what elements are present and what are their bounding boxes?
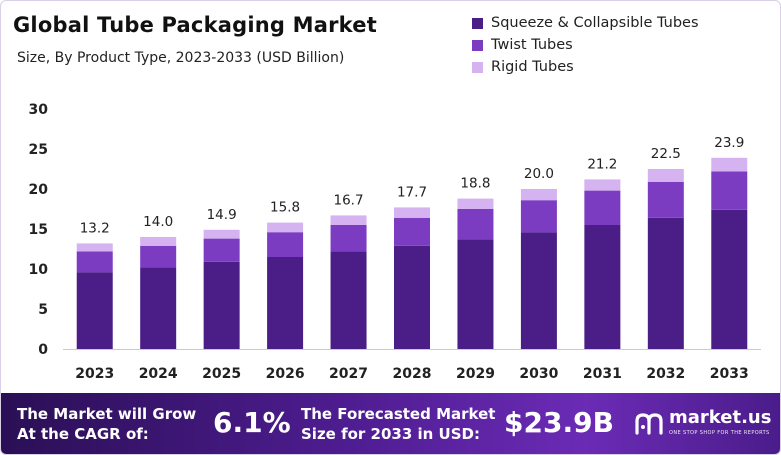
bar-segment-twist	[140, 245, 177, 268]
x-tick-label: 2033	[710, 366, 749, 382]
y-tick-label: 10	[29, 262, 49, 278]
legend-label-rigid: Rigid Tubes	[491, 59, 574, 75]
bar-total-label: 22.5	[651, 146, 681, 162]
chart-subtitle: Size, By Product Type, 2023-2033 (USD Bi…	[17, 50, 345, 66]
x-tick-label: 2026	[266, 366, 305, 382]
legend-item-twist: Twist Tubes	[472, 34, 699, 56]
bar-total-label: 15.8	[270, 200, 300, 216]
legend-swatch-twist	[472, 39, 483, 51]
y-tick-label: 20	[29, 182, 49, 198]
brand-name: market.us	[669, 407, 772, 428]
bar-segment-squeeze	[584, 225, 621, 349]
bar-total-label: 17.7	[397, 184, 427, 200]
bar-segment-squeeze	[203, 261, 240, 349]
bar-segment-twist	[203, 238, 240, 262]
bar-segment-squeeze	[76, 272, 113, 349]
bar-total-label: 20.0	[524, 166, 554, 182]
bar-segment-squeeze	[457, 239, 494, 349]
bar-segment-rigid	[457, 198, 494, 209]
bar-segment-squeeze	[520, 232, 557, 349]
legend-label-twist: Twist Tubes	[491, 37, 573, 53]
bar-segment-squeeze	[140, 267, 177, 349]
bar-total-label: 16.7	[334, 192, 364, 208]
y-tick-label: 30	[29, 102, 49, 118]
x-tick-label: 2032	[646, 366, 685, 382]
x-tick-label: 2031	[583, 366, 622, 382]
bar-total-label: 13.2	[80, 220, 110, 236]
y-tick-label: 25	[29, 142, 48, 158]
bar-segment-rigid	[520, 189, 557, 201]
x-tick-label: 2030	[519, 366, 558, 382]
bar-segment-rigid	[394, 207, 430, 218]
forecast-caption-line1: The Forecasted Market	[301, 405, 496, 423]
y-tick-label: 15	[29, 222, 48, 238]
bar-segment-twist	[584, 190, 621, 225]
legend-item-rigid: Rigid Tubes	[472, 56, 699, 78]
x-tick-label: 2025	[202, 366, 241, 382]
legend-swatch-rigid	[472, 61, 483, 73]
bar-total-label: 18.8	[460, 176, 490, 192]
bar-segment-twist	[330, 225, 367, 252]
brand-tagline: ONE STOP SHOP FOR THE REPORTS	[669, 430, 770, 436]
cagr-caption: The Market will Grow At the CAGR of:	[17, 404, 196, 444]
bar-segment-squeeze	[267, 257, 304, 349]
bar-segment-twist	[520, 200, 557, 233]
y-tick-label: 5	[38, 302, 48, 318]
bar-segment-twist	[647, 181, 684, 218]
legend-item-squeeze: Squeeze & Collapsible Tubes	[472, 12, 699, 34]
bar-segment-rigid	[267, 222, 304, 233]
legend-label-squeeze: Squeeze & Collapsible Tubes	[491, 15, 699, 31]
y-tick-label: 0	[38, 342, 48, 358]
bar-segment-twist	[267, 232, 304, 257]
bar-total-label: 21.2	[587, 156, 617, 172]
bar-segment-rigid	[76, 243, 113, 252]
bar-total-label: 14.9	[207, 207, 237, 223]
bar-segment-twist	[76, 251, 113, 273]
forecast-caption: The Forecasted Market Size for 2033 in U…	[301, 404, 495, 444]
bar-segment-rigid	[584, 179, 621, 191]
bar-segment-rigid	[330, 215, 367, 225]
bar-segment-rigid	[140, 237, 177, 246]
bar-segment-twist	[457, 209, 494, 240]
chart-legend: Squeeze & Collapsible Tubes Twist Tubes …	[472, 12, 699, 78]
cagr-caption-line1: The Market will Grow	[17, 405, 197, 423]
bar-segment-squeeze	[647, 217, 684, 349]
bar-segment-rigid	[711, 157, 748, 172]
x-tick-label: 2024	[139, 366, 178, 382]
cagr-caption-line2: At the CAGR of:	[17, 425, 149, 443]
chart-title: Global Tube Packaging Market	[13, 13, 377, 37]
bar-segment-squeeze	[330, 251, 367, 349]
legend-swatch-squeeze	[472, 17, 483, 29]
bar-total-label: 23.9	[714, 135, 744, 151]
x-tick-label: 2028	[393, 366, 432, 382]
market-us-logo-icon	[635, 413, 663, 435]
bar-segment-rigid	[203, 229, 240, 239]
bar-segment-rigid	[647, 169, 684, 182]
x-tick-label: 2023	[75, 366, 114, 382]
bar-segment-twist	[394, 217, 430, 246]
cagr-value: 6.1%	[213, 406, 291, 439]
x-tick-label: 2027	[329, 366, 368, 382]
bar-segment-twist	[711, 171, 748, 210]
footer-banner: The Market will Grow At the CAGR of: 6.1…	[1, 393, 780, 454]
bar-chart: 05101520253013.2202314.0202414.9202515.8…	[29, 102, 761, 382]
x-tick-label: 2029	[456, 366, 495, 382]
forecast-value: $23.9B	[504, 406, 614, 439]
bar-total-label: 14.0	[143, 214, 173, 230]
bar-segment-squeeze	[711, 209, 748, 349]
bar-segment-squeeze	[394, 245, 430, 349]
forecast-caption-line2: Size for 2033 in USD:	[301, 425, 480, 443]
